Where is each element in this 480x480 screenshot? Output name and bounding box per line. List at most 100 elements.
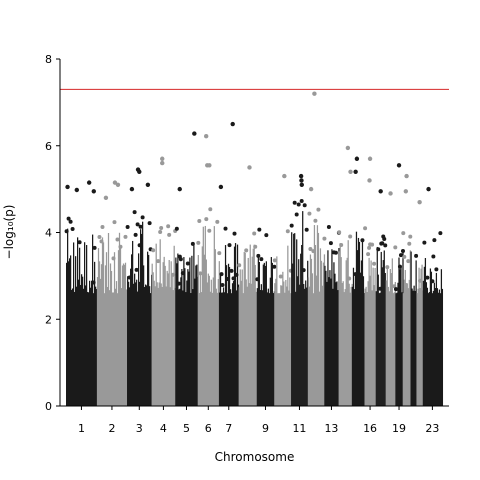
snp-column [434,287,437,406]
chromosome-band-21 [410,251,419,406]
snp-column [66,262,68,406]
snp-column [89,280,91,406]
snp-point [376,247,381,252]
snp-point [166,224,171,229]
snp-column [255,291,257,406]
snp-column [105,252,108,406]
snp-column [124,262,127,406]
chromosome-band-16 [363,226,377,406]
x-tick-label: 9 [262,422,269,435]
snp-column [230,293,233,406]
snp-column [435,272,438,406]
snp-column [109,263,112,406]
snp-column [210,279,212,406]
snp-column [304,288,306,406]
snp-point [383,243,388,248]
snp-column [142,221,144,406]
snp-point [174,226,179,231]
snp-column [427,293,430,406]
snp-column [206,282,208,406]
snp-column [212,277,214,406]
snp-point [289,223,294,228]
snp-column [131,254,133,406]
snp-column [221,292,224,406]
snp-column [337,290,339,406]
snp-column [322,262,325,406]
snp-column [228,266,231,406]
snp-column [265,261,267,406]
snp-point [337,230,342,235]
snp-column [168,260,170,406]
snp-point [207,228,212,233]
snp-top-hit-chr5 [192,131,197,136]
snp-column [313,225,316,406]
snp-column [100,264,103,406]
snp-column [162,262,164,406]
snp-column [94,261,96,406]
snp-column [412,290,414,406]
snp-column [324,265,326,406]
y-tick-label: 0 [45,400,52,413]
snp-column [145,284,147,406]
snp-top-hit-chr22 [417,199,422,205]
snp-column [266,292,268,406]
chromosome-band-18 [385,245,398,406]
snp-column [217,279,219,406]
snp-column [97,248,100,406]
snp-point [382,237,387,242]
snp-point [307,211,312,216]
snp-column [377,274,379,406]
snp-column [312,293,315,406]
snp-column [98,261,101,406]
snp-column [358,241,361,406]
snp-column [271,262,273,406]
x-tick-label: 1 [78,422,85,435]
snp-column [203,254,205,406]
snp-column [378,293,380,406]
snp-column [76,286,78,406]
snp-column [104,265,107,406]
snp-column [220,292,223,406]
snp-column [117,250,120,406]
snp-column [386,268,388,406]
snp-column [387,286,389,406]
snp-column [425,282,428,406]
snp-point [112,220,117,225]
snp-column [171,275,173,406]
snp-top-hit-chr19 [396,163,402,168]
snp-column [180,277,182,406]
snp-column [315,275,318,406]
snp-column [361,240,364,406]
snp-column [308,286,311,406]
snp-column [213,226,215,406]
chromosome-band-12 [307,207,327,406]
snp-top-hit-chr8 [247,165,252,170]
snp-column [132,240,134,406]
snp-column [363,293,366,406]
snp-column [149,286,151,406]
snp-column [409,250,411,406]
snp-column [367,281,369,406]
snp-column [130,268,132,406]
snp-column [319,248,322,406]
snp-column [441,288,444,406]
snp-column [143,265,145,406]
snp-column [177,253,179,406]
snp-point [425,275,430,280]
snp-column [353,289,356,406]
snp-column [176,263,178,406]
snp-column [359,272,362,406]
snp-column [216,292,218,406]
snp-column [303,284,305,406]
snp-top-hit-chr5 [177,186,182,192]
snp-column [186,280,188,406]
snp-column [274,283,276,406]
snp-point [400,249,405,253]
snp-column [139,281,141,406]
snp-column [399,269,401,406]
snp-top-hit-chr4 [160,156,165,161]
snp-point [363,226,368,231]
snp-column [101,237,104,406]
snp-top-hit-chr1 [91,189,96,194]
